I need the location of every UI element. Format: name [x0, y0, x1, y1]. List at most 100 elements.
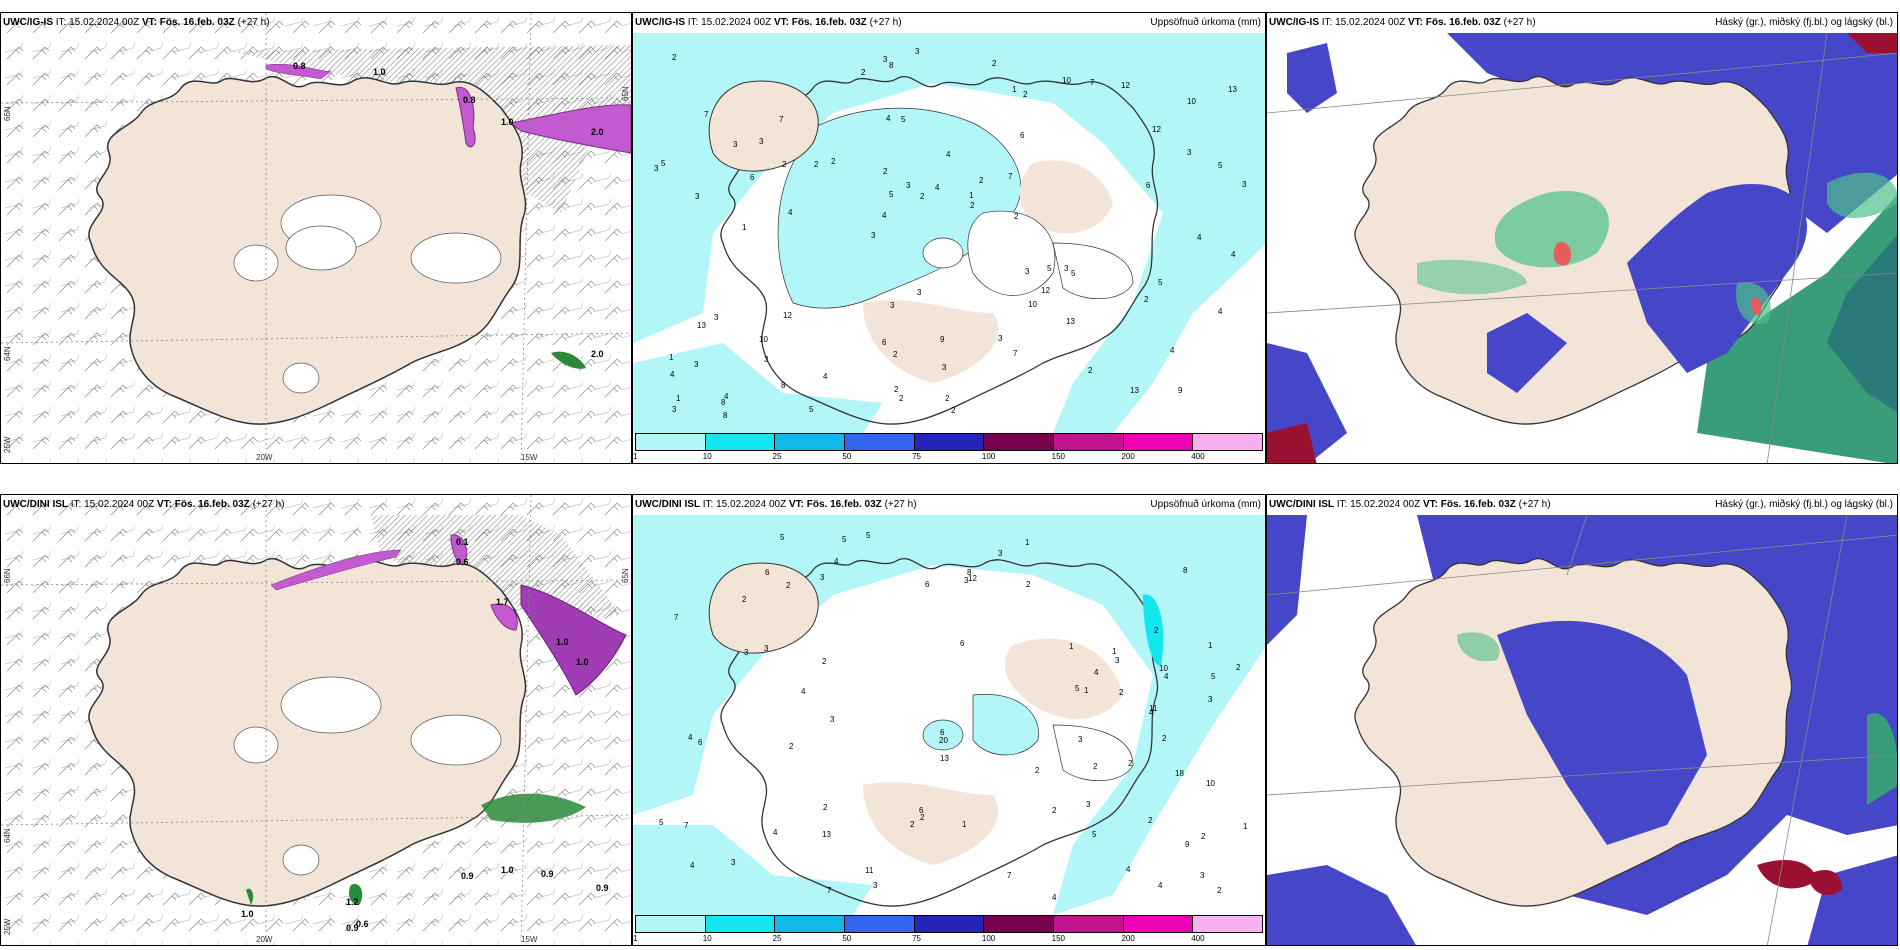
colorbar-tick: 100: [981, 452, 996, 461]
precip-value: 3: [871, 231, 876, 240]
lead-time: (+27 h): [252, 499, 285, 510]
precip-value: 6: [925, 580, 930, 589]
precip-value: 11: [865, 866, 874, 875]
precip-value: 4: [1126, 865, 1131, 874]
corner-label: 25W: [3, 918, 12, 935]
panel-header: UWC/DINI ISL IT: 15.02.2024 00Z VT: Fös.…: [3, 499, 285, 510]
precip-value: 3: [1200, 871, 1205, 880]
precip-value: 5: [889, 190, 894, 199]
it-value: 15.02.2024 00Z: [1350, 499, 1421, 510]
map-dini-precip: 2126441013835711372932446751123211257201…: [633, 515, 1265, 915]
colorbar-segment: [914, 434, 985, 450]
vt-label: VT:: [1407, 17, 1423, 28]
precip-value: 3: [744, 648, 749, 657]
it-label: IT:: [1321, 17, 1333, 28]
precip-value: 5: [1047, 264, 1052, 273]
colorbar-segment: [775, 916, 846, 932]
colorbar-segment: [636, 916, 706, 932]
precip-value: 1: [1208, 641, 1213, 650]
precip-value: 6: [750, 173, 755, 182]
precip-value: 7: [1090, 78, 1095, 87]
precip-value: 2: [1093, 762, 1098, 771]
precip-value: 2: [910, 820, 915, 829]
precip-value: 12: [1152, 125, 1161, 134]
model-name: UWC/DINI ISL: [1269, 499, 1334, 510]
precip-value: 3: [998, 549, 1003, 558]
snow-label: 0.9: [461, 871, 474, 881]
lon-label: 20W: [256, 935, 273, 944]
snow-label: 0.9: [541, 869, 554, 879]
colorbar-segment: [1193, 434, 1263, 450]
precip-value: 4: [1197, 233, 1202, 242]
colorbar-tick: 150: [1051, 934, 1066, 943]
lat-label: 64N: [3, 828, 12, 843]
lead-time: (+27 h): [869, 17, 902, 28]
precip-value: 9: [940, 335, 945, 344]
precip-value: 13: [822, 830, 831, 839]
panel-dini-precip: 2 1 2 6 4 4 10 13 8 3 5 7 11 3 7 2 9 3 2 4 4 6 7 5 11 2 3 2 1 1 2 5 7 20 1…: [632, 494, 1266, 946]
it-label: IT:: [70, 499, 82, 510]
precip-value: 10: [1062, 76, 1071, 85]
precip-value: 1: [742, 223, 747, 232]
precip-value: 2: [970, 201, 975, 210]
colorbar-tick: 400: [1191, 452, 1205, 461]
it-label: IT:: [702, 499, 714, 510]
precip-value: 4: [1170, 346, 1175, 355]
it-value: 15.02.2024 00Z: [701, 17, 772, 28]
precip-value: 5: [659, 818, 664, 827]
precip-value: 5: [901, 115, 906, 124]
colorbar-segment: [984, 916, 1055, 932]
colorbar-segment: [984, 434, 1055, 450]
precip-value: 2: [945, 394, 950, 403]
precip-value: 1: [1012, 85, 1017, 94]
precip-value: 20: [939, 736, 948, 745]
snow-label: 1.0: [241, 909, 254, 919]
precip-value: 3: [906, 181, 911, 190]
precip-value: 3: [917, 288, 922, 297]
snow-label: 1.0: [576, 657, 589, 667]
snow-label: 1.0: [501, 117, 514, 127]
precip-value: 4: [1218, 307, 1223, 316]
lead-time: (+27 h): [884, 499, 917, 510]
precip-value: 2: [1236, 663, 1241, 672]
precip-value: 1: [969, 191, 974, 200]
model-name: UWC/IG-IS: [3, 17, 53, 28]
precip-value: 2: [672, 53, 677, 62]
model-name: UWC/DINI ISL: [635, 499, 700, 510]
precip-value: 3: [764, 355, 769, 364]
panel-ig-precip: 9 3 10 3 6 4 4 4 3 2 4 3 5 2 5 7 8 3 3 3 4 6 5 7 10 12 13 4 3 2 2 6 10 8 5…: [632, 12, 1266, 464]
model-name: UWC/DINI ISL: [3, 499, 68, 510]
map-ig-clouds: [1267, 13, 1897, 463]
model-name: UWC/IG-IS: [1269, 17, 1319, 28]
precip-value: 3: [1187, 148, 1192, 157]
precip-value: 3: [759, 137, 764, 146]
precip-value: 12: [968, 574, 977, 583]
precip-value: 7: [704, 110, 709, 119]
precip-value: 3: [694, 360, 699, 369]
precip-value: 4: [670, 370, 675, 379]
precip-value: 3: [672, 405, 677, 414]
precip-value: 4: [834, 557, 839, 566]
vt-label: VT:: [141, 17, 157, 28]
precip-value: 1: [962, 820, 967, 829]
snow-label: 0.6: [356, 919, 369, 929]
lead-time: (+27 h): [1503, 17, 1536, 28]
precip-value: 4: [690, 861, 695, 870]
precip-value: 2: [831, 157, 836, 166]
lead-time: (+27 h): [237, 17, 270, 28]
lat-label: 66N: [3, 106, 12, 121]
colorbar-segment: [1054, 916, 1124, 932]
precip-value: 13: [697, 321, 706, 330]
colorbar-tick: 200: [1121, 934, 1135, 943]
precip-value: 5: [809, 405, 814, 414]
precip-value: 3: [915, 47, 920, 56]
it-label: IT:: [687, 17, 699, 28]
snow-label: 1.7: [496, 597, 509, 607]
precip-value: 2: [894, 385, 899, 394]
precip-value: 1: [1069, 642, 1074, 651]
it-label: IT:: [1336, 499, 1348, 510]
colorbar-tick: 150: [1051, 452, 1066, 461]
colorbar-segment: [1123, 916, 1194, 932]
precip-value: 7: [827, 886, 832, 895]
precip-value: 2: [951, 406, 956, 415]
